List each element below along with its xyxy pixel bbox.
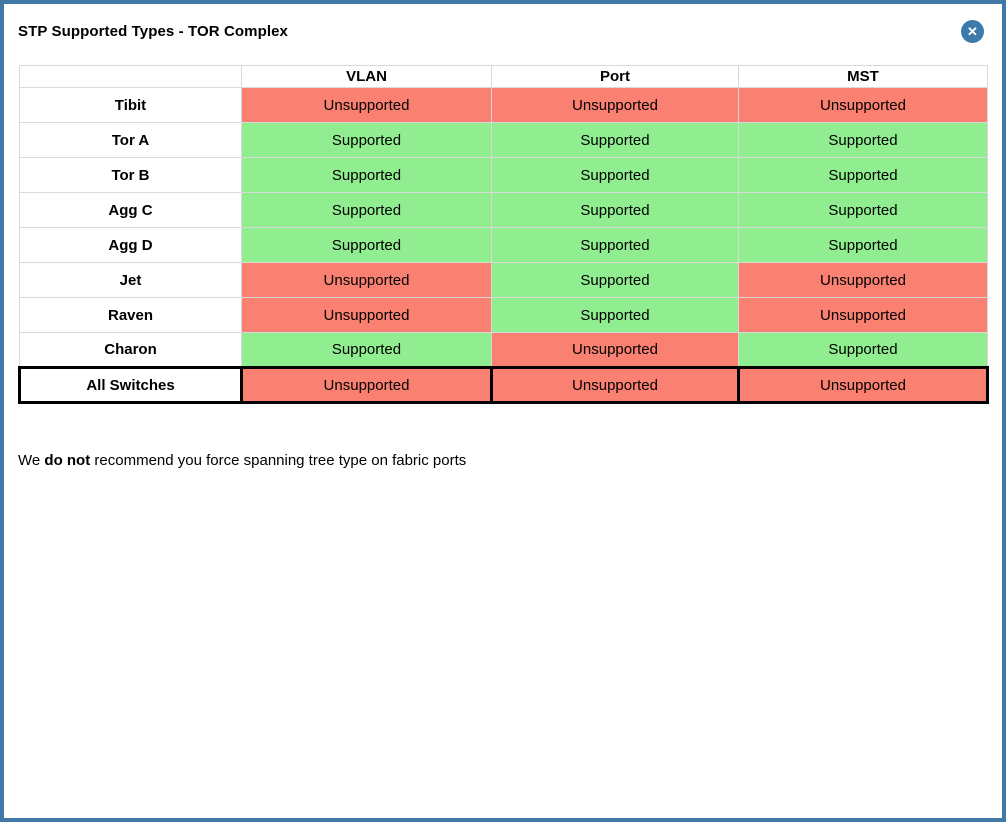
table-row: Charon Supported Unsupported Supported: [19, 332, 988, 368]
row-label: Tor B: [19, 157, 242, 193]
support-status-cell: Supported: [241, 157, 492, 193]
table-row: Tor B Supported Supported Supported: [19, 157, 988, 193]
support-status-cell: Unsupported: [490, 366, 740, 404]
stp-support-table: VLAN Port MST Tibit Unsupported Unsupported U…: [18, 65, 989, 404]
support-status-cell: Unsupported: [738, 87, 988, 123]
table-row: All Switches Unsupported Unsupported Unsupp…: [18, 366, 989, 404]
table-body: Tibit Unsupported Unsupported Unsupported To…: [18, 87, 989, 404]
support-status-cell: Supported: [738, 227, 988, 263]
table-row: Agg C Supported Supported Supported: [19, 192, 988, 228]
row-label: Agg C: [19, 192, 242, 228]
row-label: Agg D: [19, 227, 242, 263]
support-status-cell: Supported: [738, 192, 988, 228]
row-label: Tor A: [19, 122, 242, 158]
support-status-cell: Supported: [241, 332, 492, 368]
recommendation-note: We do not recommend you force spanning t…: [18, 452, 1002, 469]
support-status-cell: Unsupported: [491, 332, 739, 368]
support-status-cell: Supported: [738, 157, 988, 193]
column-header: Port: [491, 65, 739, 88]
table-row: Tor A Supported Supported Supported: [19, 122, 988, 158]
table-header-row: VLAN Port MST: [19, 65, 988, 88]
table-row: Agg D Supported Supported Supported: [19, 227, 988, 263]
support-status-cell: Unsupported: [241, 297, 492, 333]
column-header: [19, 65, 242, 88]
support-status-cell: Unsupported: [491, 87, 739, 123]
dialog-title: STP Supported Types - TOR Complex: [18, 23, 289, 40]
support-status-cell: Supported: [241, 122, 492, 158]
support-status-cell: Supported: [491, 157, 739, 193]
table-row: Jet Unsupported Supported Unsupported: [19, 262, 988, 298]
support-status-cell: Supported: [491, 297, 739, 333]
close-icon: ✕: [967, 24, 978, 39]
dialog-header: STP Supported Types - TOR Complex ✕: [4, 4, 1002, 43]
row-label: All Switches: [18, 366, 243, 404]
row-label: Raven: [19, 297, 242, 333]
support-status-cell: Supported: [738, 122, 988, 158]
support-status-cell: Supported: [241, 192, 492, 228]
support-status-cell: Unsupported: [738, 297, 988, 333]
note-prefix: We: [18, 452, 45, 469]
support-status-cell: Unsupported: [738, 262, 988, 298]
table-header: VLAN Port MST: [19, 65, 988, 88]
row-label: Tibit: [19, 87, 242, 123]
support-status-cell: Unsupported: [737, 366, 989, 404]
column-header: MST: [738, 65, 988, 88]
support-status-cell: Unsupported: [241, 87, 492, 123]
table-row: Raven Unsupported Supported Unsupported: [19, 297, 988, 333]
support-status-cell: Unsupported: [240, 366, 493, 404]
column-header: VLAN: [241, 65, 492, 88]
table-row: Tibit Unsupported Unsupported Unsupported: [19, 87, 988, 123]
row-label: Charon: [19, 332, 242, 368]
support-status-cell: Supported: [491, 227, 739, 263]
close-button[interactable]: ✕: [961, 20, 984, 43]
note-bold: do not: [44, 452, 91, 469]
support-status-cell: Supported: [491, 262, 739, 298]
support-status-cell: Supported: [491, 122, 739, 158]
row-label: Jet: [19, 262, 242, 298]
support-status-cell: Unsupported: [241, 262, 492, 298]
support-status-cell: Supported: [241, 227, 492, 263]
note-suffix: recommend you force spanning tree type o…: [90, 452, 467, 469]
support-status-cell: Supported: [738, 332, 988, 368]
support-status-cell: Supported: [491, 192, 739, 228]
